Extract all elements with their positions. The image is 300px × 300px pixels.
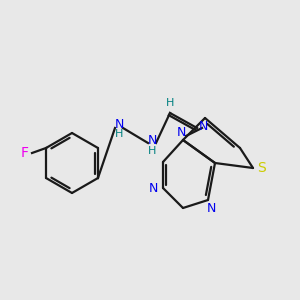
- Text: H: H: [148, 146, 156, 156]
- Text: H: H: [115, 129, 123, 139]
- Text: N: N: [148, 182, 158, 194]
- Text: N: N: [147, 134, 157, 148]
- Text: H: H: [166, 98, 174, 108]
- Text: N: N: [176, 125, 186, 139]
- Text: N: N: [198, 119, 208, 133]
- Text: S: S: [258, 161, 266, 175]
- Text: F: F: [21, 146, 29, 160]
- Text: N: N: [114, 118, 124, 131]
- Text: N: N: [206, 202, 216, 215]
